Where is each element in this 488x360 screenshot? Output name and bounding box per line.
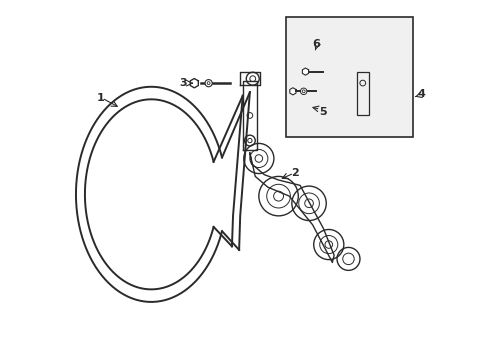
Circle shape [204,80,212,87]
Text: 2: 2 [290,168,298,178]
Polygon shape [289,88,295,95]
Bar [285,17,412,137]
Text: 1: 1 [97,93,105,103]
Text: 3: 3 [180,78,187,88]
Bar [356,72,368,115]
Circle shape [300,88,306,95]
Text: 5: 5 [319,107,326,117]
Polygon shape [190,78,198,88]
Text: 6: 6 [312,39,320,49]
Polygon shape [302,68,308,75]
Text: 4: 4 [416,89,425,99]
